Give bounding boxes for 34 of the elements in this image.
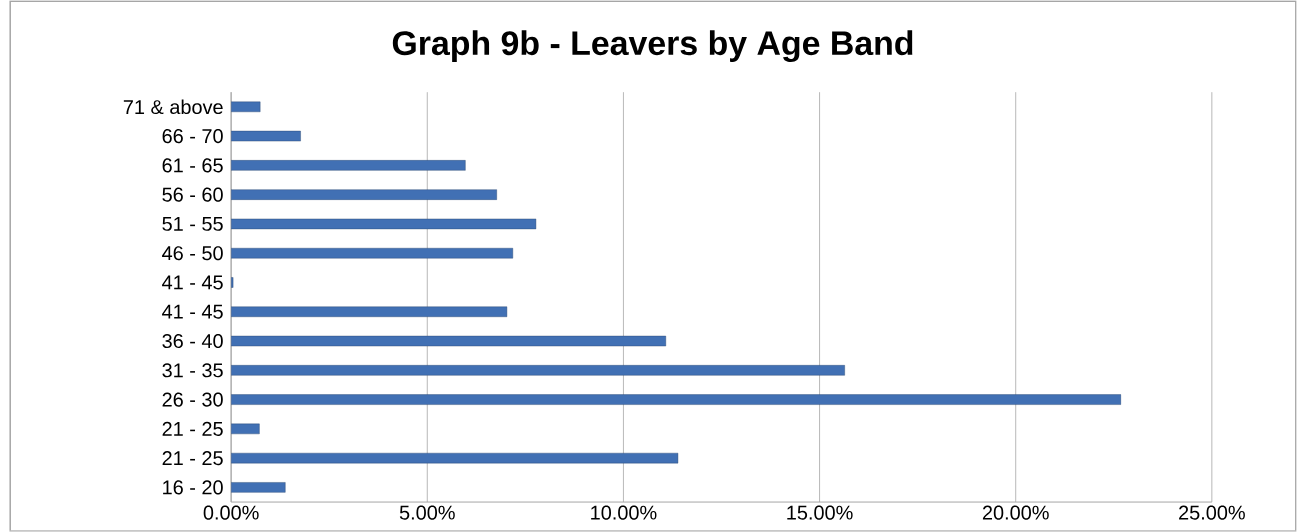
bar [231,482,286,493]
bar [231,394,1122,405]
y-tick-label: 61 - 65 [162,158,223,173]
bar [231,335,666,347]
bar [231,365,845,376]
y-tick-label: 41 - 45 [162,304,223,319]
chart-title: Graph 9b - Leavers by Age Band [392,30,913,63]
y-tick-label: 36 - 40 [162,334,223,349]
x-tick-label: 25.00% [1179,505,1245,520]
y-tick-label: 21 - 25 [162,421,223,437]
y-tick-label: 31 - 35 [162,363,223,378]
bar [231,101,261,113]
bar [231,423,260,435]
x-tick-label: 5.00% [399,505,455,520]
x-tick-label: 20.00% [982,505,1049,520]
y-tick-label: 26 - 30 [162,392,223,407]
x-tick-label: 10.00% [591,505,657,520]
bar [231,306,508,318]
y-tick-label: 21 - 25 [162,451,223,466]
y-tick-label: 46 - 50 [162,246,223,261]
y-tick-label: 51 - 55 [162,217,223,231]
bar [231,160,466,171]
y-tick-label: 16 - 20 [163,480,223,495]
x-tick-label: 0.00% [203,505,259,520]
bar [231,248,513,259]
y-tick-label: 66 - 70 [162,129,223,144]
bar [231,453,679,464]
bar [231,218,537,230]
y-tick-label: 41 - 45 [162,275,223,290]
bar [231,189,497,200]
x-tick-label: 15.00% [787,505,853,520]
y-tick-label: 56 - 60 [162,187,223,202]
y-tick-label: 71 & above [123,99,223,115]
bar [231,131,301,142]
